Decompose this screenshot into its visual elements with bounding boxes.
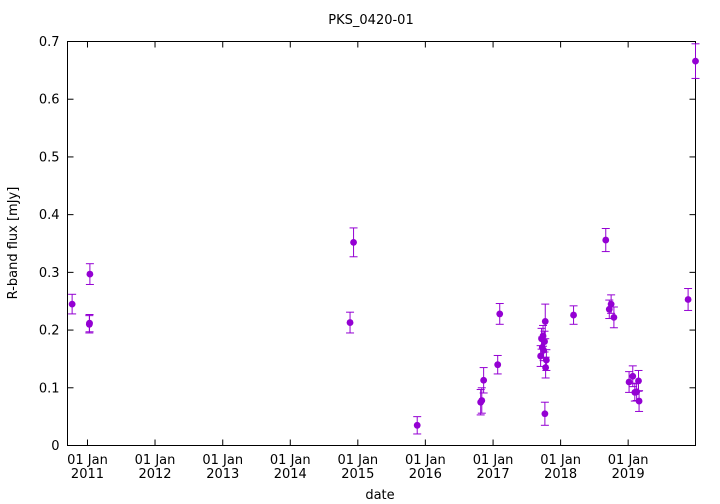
x-tick-label: 01 Jan [608,453,649,468]
data-point [570,311,577,319]
x-tick-label: 01 Jan [337,453,378,468]
data-point [610,313,618,321]
data-point [542,364,550,371]
y-tick-label: 0.7 [39,35,60,50]
data-point [607,300,615,308]
data-point [541,338,548,346]
y-tick-label: 0 [51,439,59,454]
data-point [350,238,357,246]
x-tick-label: 01 Jan [202,453,243,468]
chart-title: PKS_0420-01 [328,13,413,28]
y-tick-label: 0.4 [39,208,60,223]
data-point [541,410,549,418]
data-point [494,361,502,369]
x-tick-label: 01 Jan [135,453,176,468]
y-tick-label: 0.2 [39,324,60,339]
data-point [537,352,545,360]
data-point [602,236,610,244]
data-point [480,376,488,384]
x-tick-label: 2011 [71,467,104,482]
data-point [635,377,642,385]
data-point [413,421,421,429]
x-tick-label: 2013 [206,467,239,482]
x-tick-label: 2015 [341,467,374,482]
x-tick-label: 01 Jan [67,453,108,468]
data-point [86,319,93,327]
x-tick-label: 2017 [477,467,510,482]
x-tick-label: 2018 [544,467,577,482]
data-point [542,356,550,364]
x-tick-label: 2016 [409,467,442,482]
x-tick-label: 01 Jan [473,453,514,468]
x-tick-label: 2019 [612,467,645,482]
x-axis-label: date [365,488,394,503]
data-point [478,397,486,404]
x-tick-label: 2012 [138,467,171,482]
data-point [684,296,692,303]
x-tick-label: 01 Jan [540,453,581,468]
y-tick-label: 0.6 [39,93,60,108]
y-axis: 0 0.1 0.2 0.3 0.4 0.5 0.6 0.7 [39,35,696,454]
x-tick-label: 01 Jan [405,453,446,468]
x-tick-label: 01 Jan [270,453,311,468]
y-tick-label: 0.5 [39,150,60,165]
data-point [346,319,354,326]
data-point [635,397,643,405]
y-tick-label: 0.1 [39,381,60,396]
data-point [496,310,504,318]
data-point [86,270,94,278]
data-point [692,57,699,65]
y-tick-label: 0.3 [39,266,60,281]
data-point [625,378,633,386]
data-point [541,318,549,325]
x-tick-label: 2014 [274,467,307,482]
y-axis-label: R-band flux [mJy] [6,187,21,300]
data-point [68,300,76,308]
data-series [68,43,700,435]
plot-frame [67,41,696,446]
data-point [629,372,637,380]
plot-area [67,41,696,446]
